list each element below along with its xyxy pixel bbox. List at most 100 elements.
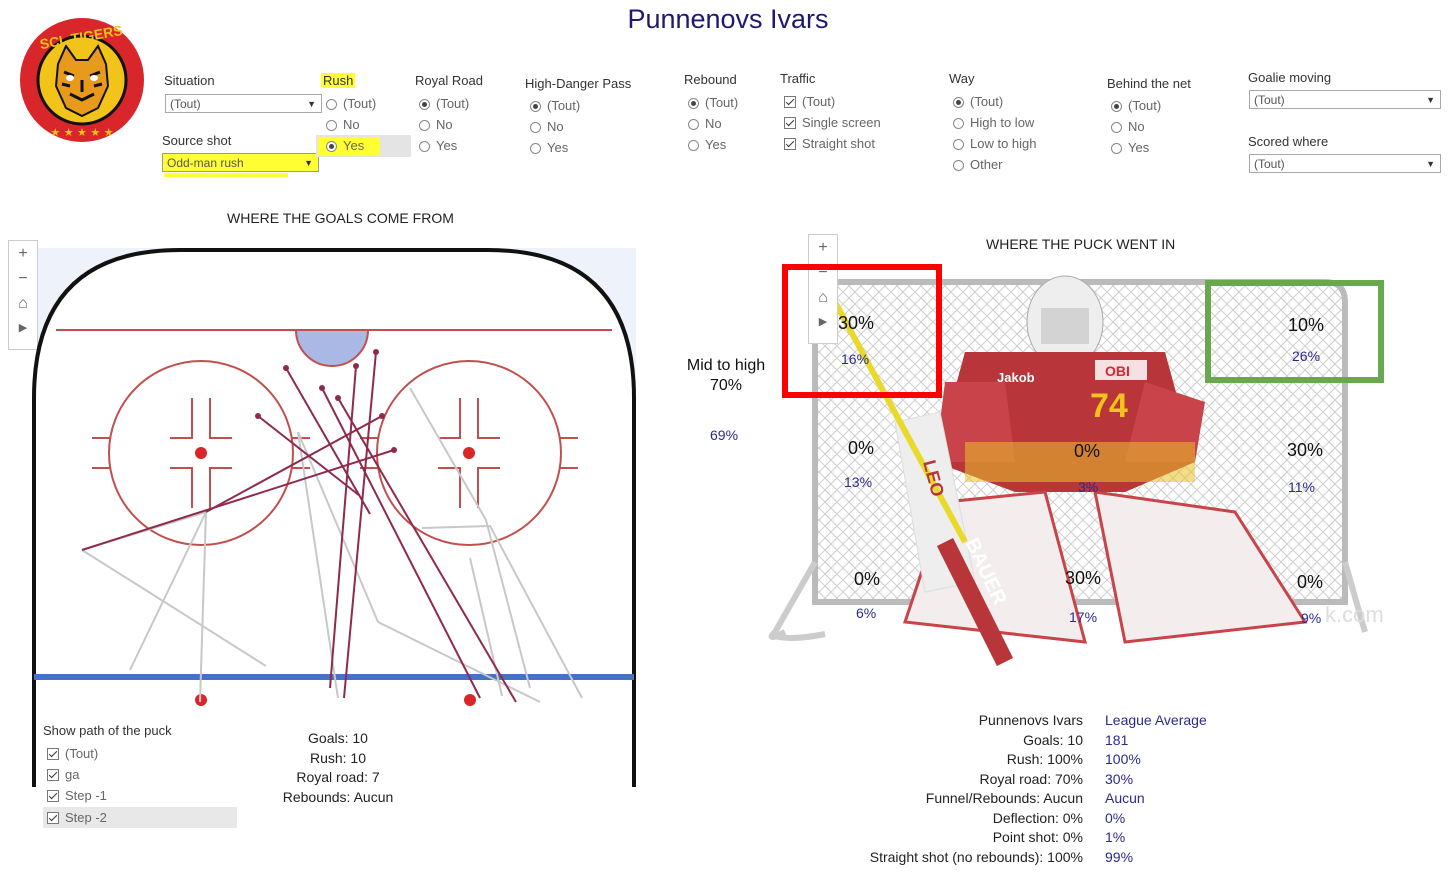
high-danger-option-tout[interactable]: (Tout) xyxy=(530,95,580,116)
page-title: Punnenovs Ivars xyxy=(627,4,829,34)
rush-option-yes[interactable]: Yes xyxy=(326,135,364,156)
league-header: League Average xyxy=(1105,712,1207,728)
high-danger-option-no[interactable]: No xyxy=(530,116,580,137)
zone-top-left-league: 16% xyxy=(841,351,870,367)
stat-rebounds: Rebounds: Aucun xyxy=(282,788,394,805)
zone-low-right-league: 9% xyxy=(1301,610,1322,626)
royal-road-option-yes[interactable]: Yes xyxy=(419,135,469,156)
highlight-underline xyxy=(164,173,288,177)
behind-net-option-yes[interactable]: Yes xyxy=(1111,137,1161,158)
situation-dropdown[interactable]: (Tout) ▼ xyxy=(165,94,322,113)
rebound-radio-group: (Tout) No Yes xyxy=(688,92,738,155)
traffic-option-tout[interactable]: (Tout) xyxy=(784,91,881,112)
royal-road-option-no[interactable]: No xyxy=(419,114,469,135)
chevron-down-icon: ▼ xyxy=(1426,95,1435,105)
show-path-label: Show path of the puck xyxy=(43,723,172,738)
zone-mid-left-pct: 0% xyxy=(848,438,875,458)
rebound-option-no[interactable]: No xyxy=(688,113,738,134)
high-danger-label: High-Danger Pass xyxy=(525,76,632,91)
way-radio-group: (Tout) High to low Low to high Other xyxy=(953,91,1037,175)
way-option-low-to-high[interactable]: Low to high xyxy=(953,133,1037,154)
zoom-in-icon[interactable]: + xyxy=(818,239,828,256)
zone-low-center-pct: 30% xyxy=(1065,568,1102,588)
situation-label: Situation xyxy=(164,73,215,88)
chevron-down-icon: ▼ xyxy=(307,99,316,109)
behind-net-option-no[interactable]: No xyxy=(1111,116,1161,137)
zone-low-left-pct: 0% xyxy=(854,569,881,589)
high-danger-option-yes[interactable]: Yes xyxy=(530,137,580,158)
svg-text:OBI: OBI xyxy=(1105,363,1130,379)
path-option-step-1[interactable]: Step -1 xyxy=(47,785,107,806)
scored-where-dropdown[interactable]: (Tout) ▼ xyxy=(1249,154,1441,173)
behind-net-label: Behind the net xyxy=(1107,76,1191,91)
rebound-label: Rebound xyxy=(684,72,737,87)
path-option-tout[interactable]: (Tout) xyxy=(47,743,107,764)
behind-net-radio-group: (Tout) No Yes xyxy=(1111,95,1161,158)
rebound-option-tout[interactable]: (Tout) xyxy=(688,92,738,113)
comparison-row: Funnel/Rebounds: Aucun xyxy=(925,790,1083,806)
way-option-high-to-low[interactable]: High to low xyxy=(953,112,1037,133)
traffic-option-straight-shot[interactable]: Straight shot xyxy=(784,133,881,154)
scl-tigers-logo: SCL TIGERS ★ ★ ★ ★ ★ xyxy=(20,18,144,142)
net-zoom-controls: + − ⌂ ▶ xyxy=(808,234,838,344)
play-icon[interactable]: ▶ xyxy=(18,322,28,334)
rink-stats: Goals: 10 Rush: 10 Royal road: 7 Rebound… xyxy=(228,729,448,807)
royal-road-label: Royal Road xyxy=(415,73,483,88)
way-option-other[interactable]: Other xyxy=(953,154,1037,175)
zone-mid-right-league: 11% xyxy=(1288,479,1315,495)
path-option-step-2[interactable]: Step -2 xyxy=(47,807,107,828)
comparison-row: Goals: 10 xyxy=(1023,731,1083,748)
rink-title: WHERE THE GOALS COME FROM xyxy=(227,210,454,226)
league-value: 0% xyxy=(1105,809,1126,826)
zone-mid-right-pct: 30% xyxy=(1287,440,1324,460)
zoom-out-icon[interactable]: − xyxy=(818,264,828,281)
comparison-row: Rush: 100% xyxy=(1006,751,1083,767)
zone-mid-left-league: 13% xyxy=(844,474,873,490)
show-path-checkbox-group: (Tout) ga Step -1 xyxy=(47,743,107,806)
rush-option-no[interactable]: No xyxy=(326,114,376,135)
path-option-ga[interactable]: ga xyxy=(47,764,107,785)
zone-mid-center-pct: 0% xyxy=(1074,441,1101,461)
stat-goals: Goals: 10 xyxy=(308,730,368,746)
zone-top-right-league: 26% xyxy=(1292,348,1321,364)
source-shot-label: Source shot xyxy=(162,133,232,148)
way-option-tout[interactable]: (Tout) xyxy=(953,91,1037,112)
player-header: Punnenovs Ivars xyxy=(978,712,1083,728)
league-value: 1% xyxy=(1105,829,1126,845)
league-value: 30% xyxy=(1105,770,1134,787)
high-danger-radio-group: (Tout) No Yes xyxy=(530,95,580,158)
rush-option-tout[interactable]: (Tout) xyxy=(326,93,376,114)
home-icon[interactable]: ⌂ xyxy=(818,289,828,306)
chevron-down-icon: ▼ xyxy=(1426,159,1435,169)
traffic-option-single-screen[interactable]: Single screen xyxy=(784,112,881,133)
zoom-out-icon[interactable]: − xyxy=(18,270,28,287)
behind-net-option-tout[interactable]: (Tout) xyxy=(1111,95,1161,116)
zone-mid-center-league: 3% xyxy=(1078,479,1099,495)
stat-royal-road: Royal road: 7 xyxy=(296,769,380,785)
net-image: 74 Jakob OBI LEO BAUER k.com xyxy=(768,275,1384,667)
green-highlight-box xyxy=(1205,280,1384,383)
svg-text:Jakob: Jakob xyxy=(997,370,1035,385)
comparison-row: Straight shot (no rebounds): 100% xyxy=(869,848,1083,865)
zone-low-center-league: 17% xyxy=(1069,609,1098,625)
traffic-checkbox-group: (Tout) Single screen Straight shot xyxy=(784,91,881,154)
comparison-row: Point shot: 0% xyxy=(992,829,1083,845)
goalie-moving-dropdown[interactable]: (Tout) ▼ xyxy=(1249,90,1441,109)
league-value: 181 xyxy=(1105,731,1129,748)
red-highlight-box xyxy=(782,264,942,398)
net-title: WHERE THE PUCK WENT IN xyxy=(986,236,1176,252)
league-value: 99% xyxy=(1105,848,1134,865)
comparison-row: Deflection: 0% xyxy=(992,809,1083,826)
play-icon[interactable]: ▶ xyxy=(818,316,828,328)
source-shot-dropdown[interactable]: Odd-man rush ▼ xyxy=(162,153,319,172)
zoom-in-icon[interactable]: + xyxy=(18,245,28,262)
rebound-option-yes[interactable]: Yes xyxy=(688,134,738,155)
mid-to-high-label: Mid to high xyxy=(686,357,766,374)
stat-rush: Rush: 10 xyxy=(309,749,367,766)
royal-road-option-tout[interactable]: (Tout) xyxy=(419,93,469,114)
royal-road-radio-group: (Tout) No Yes xyxy=(419,93,469,156)
rush-radio-group: (Tout) No xyxy=(326,93,376,135)
home-icon[interactable]: ⌂ xyxy=(18,295,28,312)
traffic-label: Traffic xyxy=(780,71,816,86)
rush-label: Rush xyxy=(321,73,356,88)
